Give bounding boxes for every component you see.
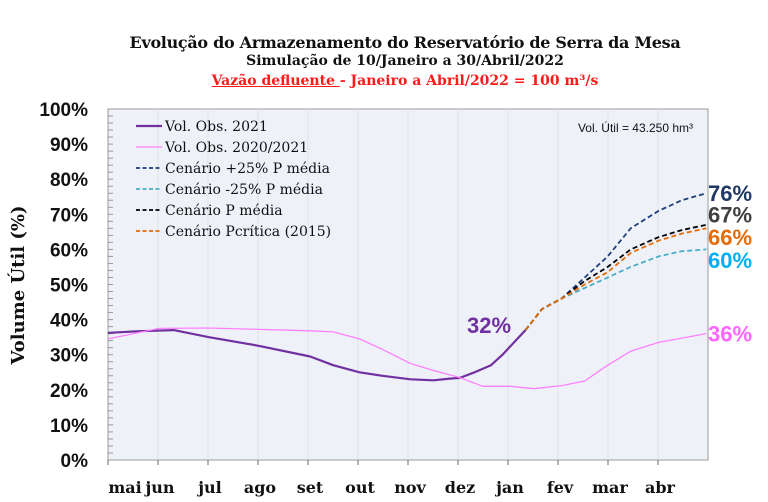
y-tick-label: 0%	[61, 451, 89, 472]
y-axis-label: Volume Útil (%)	[6, 205, 29, 365]
x-tick-label: abr	[645, 478, 676, 497]
data-label: 76%	[708, 181, 752, 206]
y-tick-label: 80%	[50, 170, 88, 191]
vol-util-annotation: Vol. Útil = 43.250 hm³	[578, 120, 693, 135]
x-tick-label: mar	[592, 478, 628, 497]
legend-label: Cenário Pcrítica (2015)	[165, 224, 331, 240]
x-tick-label: ago	[244, 478, 277, 497]
data-label: 66%	[708, 225, 752, 250]
y-tick-label: 50%	[50, 276, 88, 297]
flow-value: - Janeiro a Abril/2022 = 100 m³/s	[339, 73, 599, 89]
x-tick-label: fev	[547, 478, 574, 497]
legend-label: Vol. Obs. 2021	[164, 119, 268, 135]
series-line-5	[524, 227, 707, 331]
y-tick-label: 70%	[50, 205, 88, 226]
y-tick-label: 60%	[50, 240, 88, 261]
y-tick-label: 20%	[50, 381, 88, 402]
x-tick-label: dez	[445, 478, 475, 497]
x-tick-label: jan	[494, 478, 524, 497]
legend-label: Vol. Obs. 2020/2021	[164, 140, 308, 156]
y-tick-label: 30%	[50, 346, 88, 367]
data-label: 32%	[467, 313, 511, 338]
y-tick-label: 100%	[39, 100, 88, 121]
legend-label: Cenário +25% P média	[165, 161, 330, 177]
data-label: 36%	[708, 322, 752, 347]
series-line-0	[107, 329, 527, 382]
legend-label: Cenário P média	[165, 203, 283, 219]
x-tick-label: out	[345, 478, 375, 497]
y-tick-label: 90%	[50, 135, 88, 156]
data-label: 60%	[708, 248, 752, 273]
chart-subtitle: Simulação de 10/Janeiro a 30/Abril/2022	[246, 53, 564, 69]
x-tick-label: mai	[108, 478, 141, 497]
x-tick-label: jun	[143, 478, 174, 497]
series-line-1	[107, 327, 707, 390]
y-tick-label: 10%	[50, 416, 88, 437]
data-label: 67%	[708, 202, 752, 227]
chart-subtitle-2: Vazão defluente - Janeiro a Abril/2022 =…	[0, 73, 768, 89]
x-tick-label: nov	[394, 478, 426, 497]
legend-label: Cenário -25% P média	[165, 182, 323, 198]
x-tick-label: jul	[196, 478, 222, 497]
y-tick-label: 40%	[50, 311, 88, 332]
x-tick-label: set	[297, 478, 324, 497]
chart-title: Evolução do Armazenamento do Reservatóri…	[129, 33, 681, 52]
flow-label: Vazão defluente	[211, 73, 340, 89]
